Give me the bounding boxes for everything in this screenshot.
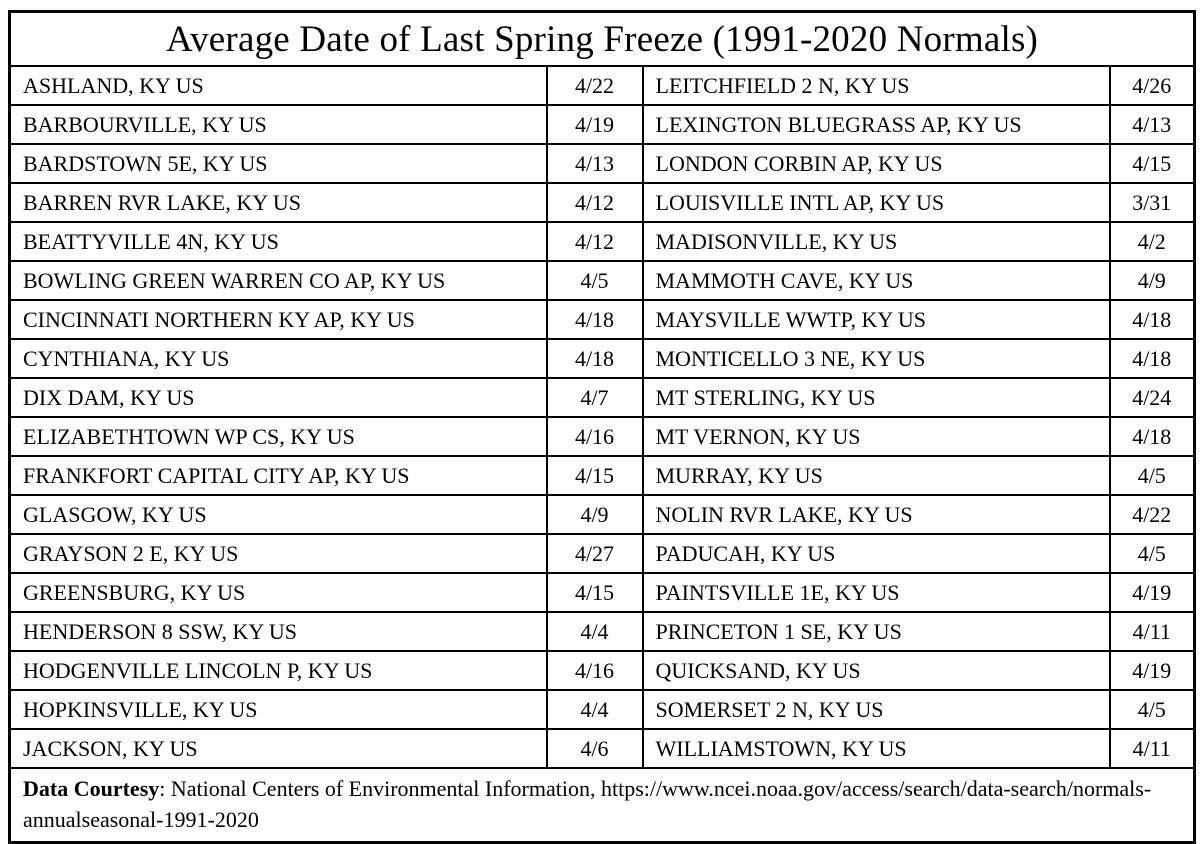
table-row: BOWLING GREEN WARREN CO AP, KY US 4/5 MAMM… xyxy=(8,260,1196,301)
freeze-date-cell: 4/15 xyxy=(545,572,644,613)
station-name-cell: LOUISVILLE INTL AP, KY US xyxy=(641,182,1111,223)
last-spring-freeze-table: Average Date of Last Spring Freeze (1991… xyxy=(8,10,1197,844)
footer-row: Data Courtesy: National Centers of Envir… xyxy=(8,767,1196,844)
station-name-cell: CINCINNATI NORTHERN KY AP, KY US xyxy=(8,299,548,340)
table-row: GLASGOW, KY US 4/9 NOLIN RVR LAKE, KY US 4/… xyxy=(8,494,1196,535)
freeze-date-cell: 4/13 xyxy=(1108,104,1196,145)
freeze-date-cell: 4/22 xyxy=(1108,494,1196,535)
freeze-date-cell: 4/5 xyxy=(1108,455,1196,496)
freeze-date-cell: 4/19 xyxy=(545,104,644,145)
table-body: ASHLAND, KY US 4/22 LEITCHFIELD 2 N, KY US… xyxy=(8,65,1196,769)
station-name-cell: LONDON CORBIN AP, KY US xyxy=(641,143,1111,184)
station-name-cell: GRAYSON 2 E, KY US xyxy=(8,533,548,574)
station-name-cell: BEATTYVILLE 4N, KY US xyxy=(8,221,548,262)
station-name-cell: BARREN RVR LAKE, KY US xyxy=(8,182,548,223)
station-name-cell: MAMMOTH CAVE, KY US xyxy=(641,260,1111,301)
station-name-cell: HODGENVILLE LINCOLN P, KY US xyxy=(8,650,548,691)
freeze-date-cell: 4/16 xyxy=(545,650,644,691)
freeze-date-cell: 4/27 xyxy=(545,533,644,574)
freeze-date-cell: 4/13 xyxy=(545,143,644,184)
freeze-date-cell: 4/9 xyxy=(545,494,644,535)
station-name-cell: BARDSTOWN 5E, KY US xyxy=(8,143,548,184)
freeze-date-cell: 4/2 xyxy=(1108,221,1196,262)
table-row: ASHLAND, KY US 4/22 LEITCHFIELD 2 N, KY US… xyxy=(8,65,1196,106)
station-name-cell: PRINCETON 1 SE, KY US xyxy=(641,611,1111,652)
station-name-cell: LEITCHFIELD 2 N, KY US xyxy=(641,65,1111,106)
table-row: HODGENVILLE LINCOLN P, KY US 4/16 QUICKSAN… xyxy=(8,650,1196,691)
station-name-cell: PADUCAH, KY US xyxy=(641,533,1111,574)
table-row: ELIZABETHTOWN WP CS, KY US 4/16 MT VERNON,… xyxy=(8,416,1196,457)
freeze-date-cell: 3/31 xyxy=(1108,182,1196,223)
freeze-date-cell: 4/11 xyxy=(1108,611,1196,652)
station-name-cell: PAINTSVILLE 1E, KY US xyxy=(641,572,1111,613)
freeze-date-cell: 4/12 xyxy=(545,182,644,223)
station-name-cell: GREENSBURG, KY US xyxy=(8,572,548,613)
freeze-date-cell: 4/7 xyxy=(545,377,644,418)
station-name-cell: HOPKINSVILLE, KY US xyxy=(8,689,548,730)
table-title: Average Date of Last Spring Freeze (1991… xyxy=(8,10,1196,67)
station-name-cell: WILLIAMSTOWN, KY US xyxy=(641,728,1111,769)
freeze-date-cell: 4/5 xyxy=(1108,533,1196,574)
freeze-date-cell: 4/4 xyxy=(545,689,644,730)
table-row: BARDSTOWN 5E, KY US 4/13 LONDON CORBIN AP,… xyxy=(8,143,1196,184)
freeze-date-cell: 4/18 xyxy=(1108,416,1196,457)
station-name-cell: HENDERSON 8 SSW, KY US xyxy=(8,611,548,652)
table-row: HOPKINSVILLE, KY US 4/4 SOMERSET 2 N, KY U… xyxy=(8,689,1196,730)
table-row: CYNTHIANA, KY US 4/18 MONTICELLO 3 NE, KY … xyxy=(8,338,1196,379)
station-name-cell: BOWLING GREEN WARREN CO AP, KY US xyxy=(8,260,548,301)
data-courtesy-label: Data Courtesy xyxy=(23,776,160,801)
data-courtesy-text: : National Centers of Environmental Info… xyxy=(23,776,1152,832)
station-name-cell: LEXINGTON BLUEGRASS AP, KY US xyxy=(641,104,1111,145)
freeze-date-cell: 4/18 xyxy=(545,338,644,379)
freeze-date-cell: 4/26 xyxy=(1108,65,1196,106)
freeze-date-cell: 4/18 xyxy=(545,299,644,340)
freeze-date-cell: 4/5 xyxy=(1108,689,1196,730)
station-name-cell: FRANKFORT CAPITAL CITY AP, KY US xyxy=(8,455,548,496)
station-name-cell: ASHLAND, KY US xyxy=(8,65,548,106)
freeze-date-cell: 4/12 xyxy=(545,221,644,262)
freeze-date-cell: 4/18 xyxy=(1108,338,1196,379)
station-name-cell: MADISONVILLE, KY US xyxy=(641,221,1111,262)
table-row: GRAYSON 2 E, KY US 4/27 PADUCAH, KY US 4/5 xyxy=(8,533,1196,574)
station-name-cell: ELIZABETHTOWN WP CS, KY US xyxy=(8,416,548,457)
freeze-date-cell: 4/5 xyxy=(545,260,644,301)
title-row: Average Date of Last Spring Freeze (1991… xyxy=(8,10,1196,67)
freeze-date-cell: 4/6 xyxy=(545,728,644,769)
table-row: BARBOURVILLE, KY US 4/19 LEXINGTON BLUEGRA… xyxy=(8,104,1196,145)
freeze-date-cell: 4/15 xyxy=(1108,143,1196,184)
station-name-cell: MURRAY, KY US xyxy=(641,455,1111,496)
freeze-date-cell: 4/18 xyxy=(1108,299,1196,340)
table-row: GREENSBURG, KY US 4/15 PAINTSVILLE 1E, KY … xyxy=(8,572,1196,613)
table-row: HENDERSON 8 SSW, KY US 4/4 PRINCETON 1 SE,… xyxy=(8,611,1196,652)
station-name-cell: NOLIN RVR LAKE, KY US xyxy=(641,494,1111,535)
station-name-cell: QUICKSAND, KY US xyxy=(641,650,1111,691)
freeze-date-cell: 4/22 xyxy=(545,65,644,106)
freeze-date-cell: 4/15 xyxy=(545,455,644,496)
table-row: FRANKFORT CAPITAL CITY AP, KY US 4/15 MURR… xyxy=(8,455,1196,496)
freeze-date-cell: 4/9 xyxy=(1108,260,1196,301)
station-name-cell: DIX DAM, KY US xyxy=(8,377,548,418)
table-row: BARREN RVR LAKE, KY US 4/12 LOUISVILLE INT… xyxy=(8,182,1196,223)
table-row: CINCINNATI NORTHERN KY AP, KY US 4/18 MAYS… xyxy=(8,299,1196,340)
freeze-date-cell: 4/4 xyxy=(545,611,644,652)
station-name-cell: BARBOURVILLE, KY US xyxy=(8,104,548,145)
table-row: DIX DAM, KY US 4/7 MT STERLING, KY US 4/24 xyxy=(8,377,1196,418)
freeze-date-cell: 4/16 xyxy=(545,416,644,457)
station-name-cell: MT VERNON, KY US xyxy=(641,416,1111,457)
table-row: JACKSON, KY US 4/6 WILLIAMSTOWN, KY US 4/11 xyxy=(8,728,1196,769)
station-name-cell: MONTICELLO 3 NE, KY US xyxy=(641,338,1111,379)
freeze-date-cell: 4/24 xyxy=(1108,377,1196,418)
station-name-cell: MT STERLING, KY US xyxy=(641,377,1111,418)
station-name-cell: CYNTHIANA, KY US xyxy=(8,338,548,379)
station-name-cell: MAYSVILLE WWTP, KY US xyxy=(641,299,1111,340)
freeze-date-cell: 4/19 xyxy=(1108,650,1196,691)
station-name-cell: SOMERSET 2 N, KY US xyxy=(641,689,1111,730)
freeze-date-cell: 4/11 xyxy=(1108,728,1196,769)
station-name-cell: JACKSON, KY US xyxy=(8,728,548,769)
freeze-date-cell: 4/19 xyxy=(1108,572,1196,613)
data-courtesy-note: Data Courtesy: National Centers of Envir… xyxy=(8,767,1196,844)
table-row: BEATTYVILLE 4N, KY US 4/12 MADISONVILLE, K… xyxy=(8,221,1196,262)
station-name-cell: GLASGOW, KY US xyxy=(8,494,548,535)
